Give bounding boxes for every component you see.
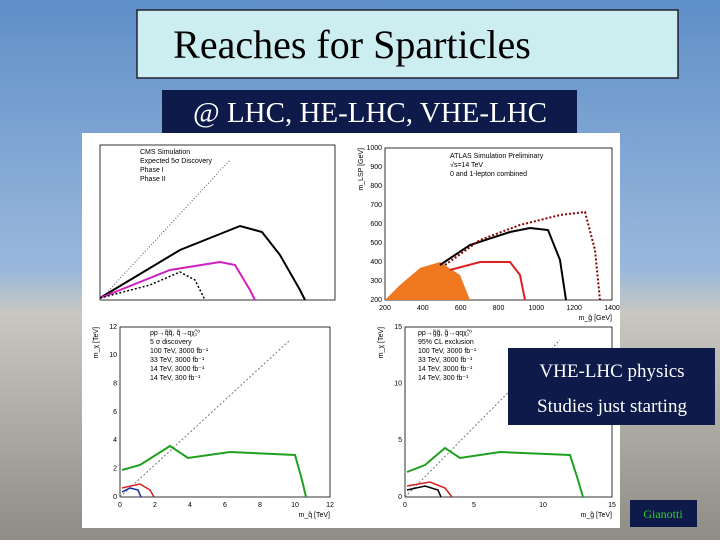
diagonal (99, 159, 231, 301)
curve (99, 271, 206, 301)
curve (121, 483, 155, 498)
y-axis-label: m_χ [TeV] (378, 327, 385, 358)
callout-box (508, 348, 715, 425)
plot-text: 0 and 1-lepton combined (450, 171, 527, 178)
y-tick-label: 5 (398, 437, 402, 444)
curve (406, 446, 584, 498)
x-axis-label: m_g̃ [GeV] (579, 315, 613, 322)
axes-frame (99, 144, 336, 301)
x-tick-label: 4 (188, 502, 192, 509)
footer: Gianotti (643, 507, 683, 521)
plot-panel (82, 320, 347, 528)
plot-panel (347, 133, 620, 323)
callout-line: VHE-LHC physics (539, 361, 684, 382)
x-tick-label: 2 (153, 502, 157, 509)
x-axis-label: m_g̃ [TeV] (580, 512, 612, 519)
x-axis-label: m_q̃ [TeV] (298, 512, 330, 519)
axes-frame (384, 147, 613, 301)
plot-text: 14 TeV, 3000 fb⁻¹ (150, 366, 205, 373)
plot-text: √s=14 TeV (450, 161, 483, 169)
plot-text: 14 TeV, 300 fb⁻¹ (418, 375, 469, 382)
axes-frame (119, 326, 331, 498)
curve (439, 226, 567, 301)
y-tick-label: 4 (113, 437, 117, 444)
plot-text: Expected 5σ Discovery (140, 158, 213, 165)
subtitle-box (162, 90, 577, 135)
callout-line: Studies just starting (537, 396, 687, 417)
x-tick-label: 1200 (566, 305, 582, 312)
curve (121, 444, 307, 498)
x-tick-label: 600 (455, 305, 467, 312)
x-tick-label: 0 (403, 502, 407, 509)
y-tick-label: 900 (370, 164, 382, 171)
plot-text: 100 TeV, 3000 fb⁻¹ (150, 348, 209, 355)
plot-panel (82, 133, 347, 323)
y-tick-label: 600 (370, 221, 382, 228)
plot-text: 14 TeV, 3000 fb⁻¹ (418, 366, 473, 373)
y-tick-label: 700 (370, 202, 382, 209)
y-tick-label: 15 (394, 324, 402, 331)
plot-text: pp→q̃q̃, q̃→qχ̃₁⁰ (150, 329, 200, 337)
diagonal (404, 339, 561, 498)
x-tick-label: 0 (118, 502, 122, 509)
y-tick-label: 2 (113, 466, 117, 473)
excluded-area (385, 262, 470, 300)
x-tick-label: 1400 (604, 305, 620, 312)
x-tick-label: 10 (291, 502, 299, 509)
x-tick-label: 5 (472, 502, 476, 509)
x-tick-label: 15 (608, 502, 616, 509)
plot-text: CMS Simulation (140, 149, 190, 156)
title: Reaches for Sparticles (173, 22, 531, 67)
plot-text: 95% CL exclusion (418, 339, 474, 346)
x-tick-label: 800 (493, 305, 505, 312)
plot-text: ATLAS Simulation Preliminary (450, 153, 544, 160)
x-tick-label: 1000 (529, 305, 545, 312)
y-tick-label: 200 (370, 297, 382, 304)
y-tick-label: 0 (398, 494, 402, 501)
curve (99, 260, 256, 301)
footer-box (630, 500, 697, 527)
curve (406, 485, 442, 498)
plot-text: pp→g̃g̃, g̃→qqχ̃₁⁰ (418, 329, 472, 337)
y-tick-label: 10 (109, 352, 117, 359)
curve (449, 261, 526, 301)
y-tick-label: 300 (370, 278, 382, 285)
y-tick-label: 400 (370, 259, 382, 266)
y-axis-label: m_LSP [GeV] (358, 148, 365, 191)
y-tick-label: 10 (394, 381, 402, 388)
y-tick-label: 500 (370, 240, 382, 247)
y-axis-label: m_χ [TeV] (93, 327, 100, 358)
y-tick-label: 1000 (366, 145, 382, 152)
y-tick-label: 8 (113, 381, 117, 388)
title-box (136, 9, 679, 79)
curve (99, 224, 306, 301)
y-tick-label: 12 (109, 324, 117, 331)
plot-text: 14 TeV, 300 fb⁻¹ (150, 375, 201, 382)
x-tick-label: 12 (326, 502, 334, 509)
diagonal (119, 339, 291, 498)
y-tick-label: 6 (113, 409, 117, 416)
plot-text: 33 TeV, 3000 fb⁻¹ (418, 357, 473, 364)
plot-text: Phase I (140, 167, 164, 174)
subtitle: @ LHC, HE-LHC, VHE-LHC (193, 97, 547, 129)
plot-text: 33 TeV, 3000 fb⁻¹ (150, 357, 205, 364)
plot-text: Phase II (140, 176, 166, 183)
plot-text: 100 TeV, 3000 fb⁻¹ (418, 348, 477, 355)
x-tick-label: 200 (379, 305, 391, 312)
x-tick-label: 10 (539, 502, 547, 509)
curve (406, 481, 453, 498)
x-tick-label: 400 (417, 305, 429, 312)
y-tick-label: 800 (370, 183, 382, 190)
plot-text: 5 σ discovery (150, 339, 192, 346)
curve (121, 487, 142, 498)
x-tick-label: 6 (223, 502, 227, 509)
x-tick-label: 8 (258, 502, 262, 509)
y-tick-label: 0 (113, 494, 117, 501)
